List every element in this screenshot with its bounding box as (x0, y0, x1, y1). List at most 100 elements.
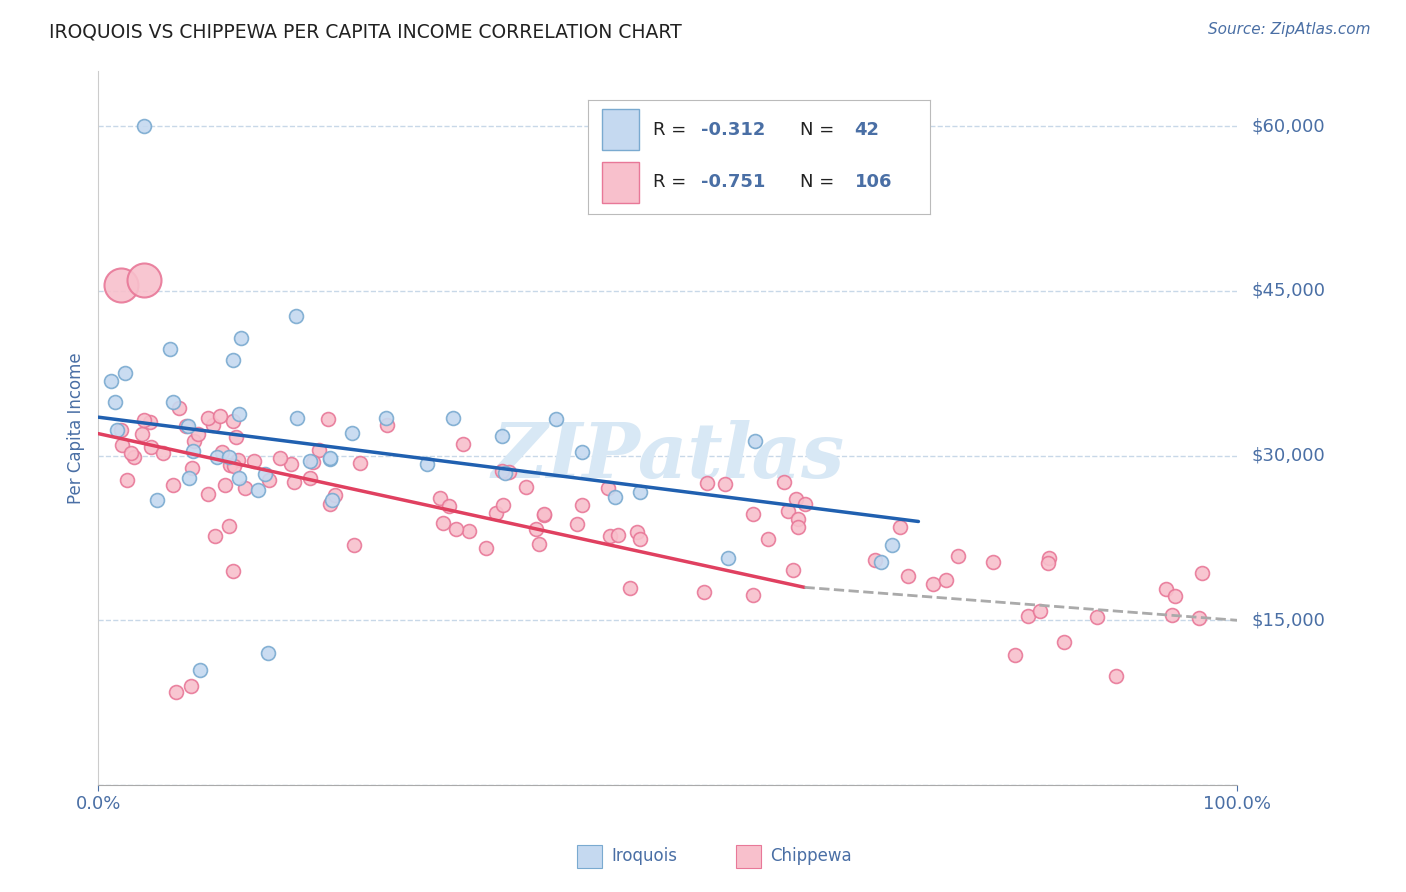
Point (1160, 608, 1182, 623)
Point (1038, 550, 1060, 565)
Point (498, 465, 520, 479)
Point (204, 529, 226, 543)
Point (228, 407, 250, 421)
Point (318, 412, 340, 426)
Point (318, 452, 340, 467)
Point (491, 498, 513, 512)
Point (205, 450, 228, 465)
Point (111, 438, 134, 452)
Point (1085, 610, 1108, 624)
Point (280, 457, 302, 471)
Point (429, 491, 451, 505)
Point (1191, 566, 1213, 580)
Point (221, 352, 243, 367)
Text: Chippewa: Chippewa (770, 847, 852, 865)
Point (897, 569, 920, 583)
Point (948, 549, 970, 563)
Point (571, 498, 593, 512)
Point (183, 434, 205, 449)
Point (181, 460, 204, 475)
Point (432, 516, 454, 531)
Point (599, 529, 621, 543)
Point (773, 475, 796, 489)
Point (793, 498, 815, 512)
Point (159, 342, 181, 356)
Point (491, 464, 513, 478)
Point (533, 508, 555, 522)
Point (441, 411, 464, 425)
Point (321, 492, 343, 507)
Point (208, 409, 231, 423)
Point (458, 524, 481, 539)
Point (1029, 603, 1052, 617)
Point (785, 492, 807, 507)
Bar (576, 845, 602, 868)
Text: $60,000: $60,000 (1251, 117, 1324, 136)
Point (115, 473, 138, 487)
Point (603, 490, 626, 504)
Point (202, 418, 225, 433)
Point (138, 415, 160, 429)
Point (1188, 611, 1211, 625)
Bar (737, 845, 761, 868)
Point (197, 487, 219, 501)
Point (1036, 556, 1059, 570)
Point (717, 551, 740, 566)
Point (546, 412, 568, 426)
Point (863, 553, 886, 567)
Point (626, 525, 648, 540)
Point (225, 430, 247, 444)
Point (1154, 582, 1177, 596)
Point (124, 450, 146, 464)
Point (494, 467, 516, 481)
Point (375, 410, 398, 425)
Point (437, 500, 460, 514)
Point (183, 444, 205, 458)
Y-axis label: Per Capita Income: Per Capita Income (67, 352, 86, 504)
Point (744, 434, 766, 448)
Point (1004, 648, 1026, 662)
Point (782, 563, 804, 577)
Text: Source: ZipAtlas.com: Source: ZipAtlas.com (1208, 22, 1371, 37)
Point (524, 522, 547, 536)
Point (218, 450, 240, 464)
Point (285, 309, 308, 323)
Point (176, 419, 198, 434)
Point (1105, 669, 1128, 683)
Point (218, 458, 240, 472)
Point (152, 446, 174, 460)
Point (132, 412, 155, 426)
Point (714, 477, 737, 491)
Point (257, 473, 280, 487)
Point (475, 541, 498, 555)
Point (619, 581, 641, 595)
Point (299, 453, 322, 467)
Point (139, 440, 162, 454)
Point (453, 436, 475, 450)
Point (218, 519, 240, 533)
Point (607, 528, 630, 542)
Text: ZIPatlas: ZIPatlas (491, 420, 845, 493)
Point (187, 427, 209, 442)
Text: $30,000: $30,000 (1251, 447, 1324, 465)
Point (786, 512, 808, 526)
Point (167, 401, 190, 415)
Point (177, 471, 200, 485)
Point (1164, 589, 1187, 603)
Point (571, 444, 593, 458)
Point (105, 423, 128, 437)
Point (222, 458, 245, 473)
Point (269, 450, 291, 465)
Point (696, 475, 718, 490)
Point (231, 331, 253, 345)
Point (104, 395, 127, 409)
Point (416, 457, 439, 471)
Text: IROQUOIS VS CHIPPEWA PER CAPITA INCOME CORRELATION CHART: IROQUOIS VS CHIPPEWA PER CAPITA INCOME C… (49, 22, 682, 41)
Point (922, 577, 945, 591)
Point (533, 507, 555, 521)
Point (515, 480, 537, 494)
Point (188, 663, 211, 677)
Point (132, 273, 155, 287)
Point (132, 120, 155, 134)
Point (628, 532, 651, 546)
